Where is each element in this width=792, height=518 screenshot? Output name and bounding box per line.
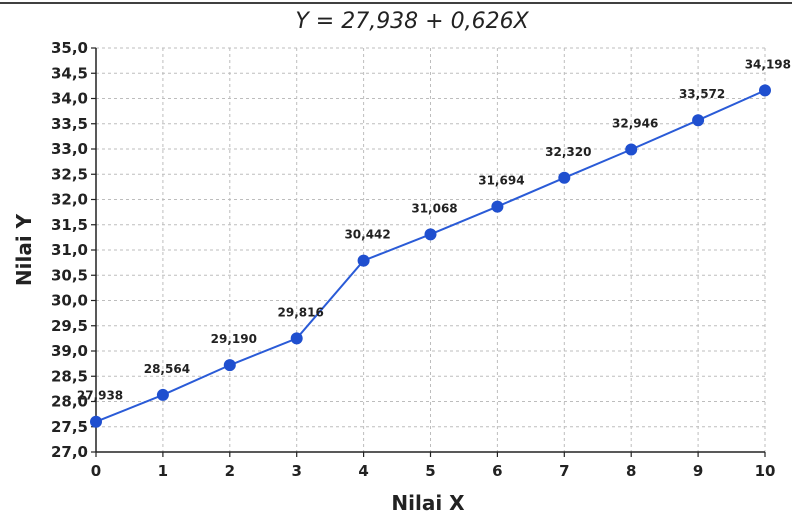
data-point bbox=[558, 171, 571, 184]
data-label: 31,694 bbox=[478, 174, 524, 188]
y-tick-label: 30,5 bbox=[51, 266, 88, 284]
data-label: 32,946 bbox=[612, 117, 658, 131]
data-point bbox=[759, 84, 771, 97]
y-tick-label: 27,5 bbox=[51, 418, 88, 436]
data-label: 31,068 bbox=[411, 201, 457, 215]
x-tick-label: 6 bbox=[492, 462, 502, 480]
y-tick-label: 31,0 bbox=[51, 241, 88, 259]
x-tick-label: 1 bbox=[158, 462, 168, 480]
data-point bbox=[491, 200, 504, 213]
data-point bbox=[156, 388, 169, 401]
data-label: 30,442 bbox=[344, 228, 390, 242]
y-tick-label: 33,0 bbox=[51, 140, 88, 158]
y-tick-label: 32,5 bbox=[51, 165, 88, 183]
data-point bbox=[90, 415, 102, 428]
x-tick-label: 4 bbox=[358, 462, 368, 480]
grid-layer bbox=[96, 47, 766, 452]
data-label: 28,564 bbox=[144, 362, 190, 376]
data-label: 29,190 bbox=[211, 332, 257, 346]
x-axis-title: Nilai X bbox=[391, 491, 465, 515]
y-tick-label: 27,0 bbox=[51, 443, 88, 461]
y-tick-label: 28,0 bbox=[51, 393, 88, 411]
data-point bbox=[223, 359, 236, 372]
y-axis-title: Nilai Y bbox=[12, 213, 36, 286]
data-label: 27,938 bbox=[77, 389, 123, 403]
data-point bbox=[357, 254, 370, 267]
series-layer bbox=[90, 84, 771, 428]
y-tick-label: 31,5 bbox=[51, 216, 88, 234]
y-tick-label: 32,0 bbox=[51, 191, 88, 209]
y-tick-label: 30,0 bbox=[51, 292, 88, 310]
y-tick-label: 34,0 bbox=[51, 90, 88, 108]
data-point bbox=[290, 332, 303, 345]
data-label: 29,816 bbox=[278, 305, 324, 319]
x-tick-label: 0 bbox=[91, 462, 101, 480]
x-tick-label: 3 bbox=[291, 462, 301, 480]
y-tick-label: 35,0 bbox=[51, 39, 88, 57]
x-tick-label: 7 bbox=[559, 462, 569, 480]
data-point bbox=[692, 114, 705, 127]
x-tick-label: 8 bbox=[626, 462, 636, 480]
y-tick-label: 29,5 bbox=[51, 317, 88, 335]
y-tick-label: 33,5 bbox=[51, 115, 88, 133]
x-tick-label: 2 bbox=[225, 462, 235, 480]
y-tick-label: 34,5 bbox=[51, 64, 88, 82]
data-point bbox=[424, 228, 437, 241]
chart-title: Y = 27,938 + 0,626X bbox=[295, 9, 529, 34]
data-label-layer: 27,938 28,564 29,190 29,816 30,442 31,068 31,6… bbox=[77, 57, 791, 402]
tick-layer: 27,0 27,5 28,0 28,5 39,0 29,5 30,0 30,5 31,0 31,5… bbox=[51, 39, 775, 480]
x-tick-label: 9 bbox=[693, 462, 703, 480]
x-tick-label: 5 bbox=[425, 462, 435, 480]
data-label: 34,198 bbox=[745, 57, 791, 71]
data-label: 32,320 bbox=[545, 145, 591, 159]
y-tick-label: 39,0 bbox=[51, 342, 88, 360]
data-label: 33,572 bbox=[679, 87, 725, 101]
y-tick-label: 28,5 bbox=[51, 367, 88, 385]
data-point bbox=[625, 143, 638, 156]
x-tick-label: 10 bbox=[755, 462, 776, 480]
